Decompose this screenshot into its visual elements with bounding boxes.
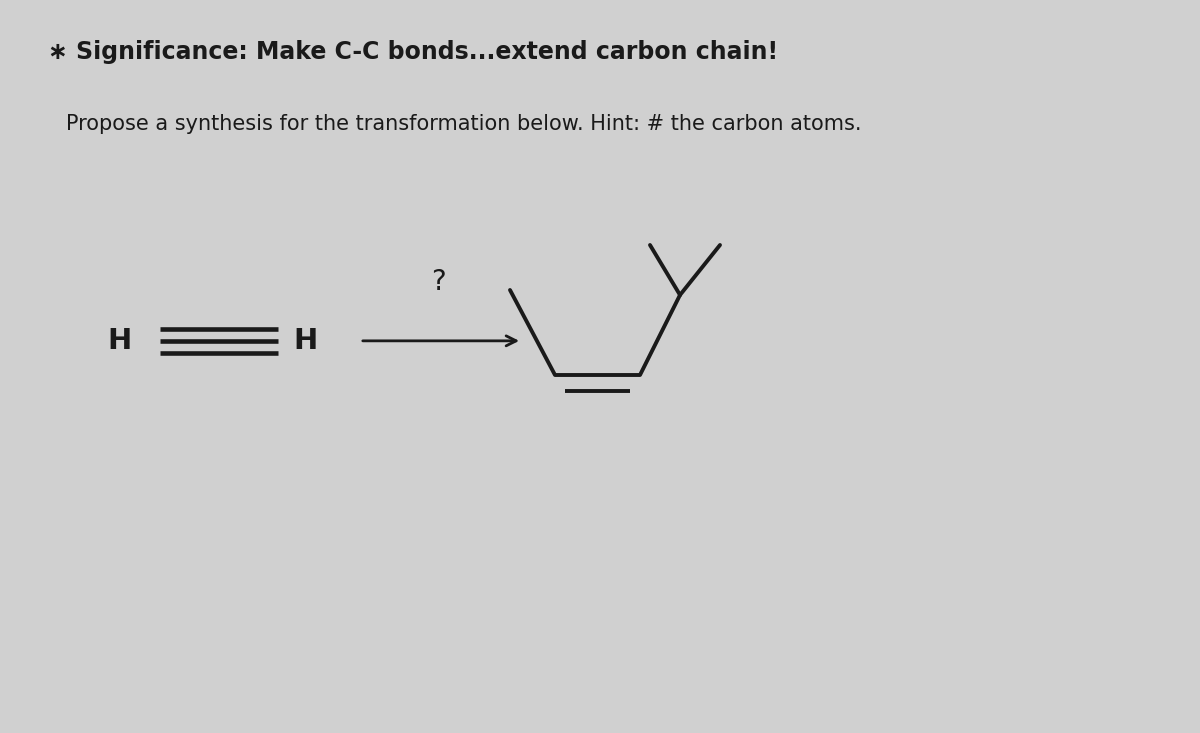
Text: ∗ Significance: Make C-C bonds...extend carbon chain!: ∗ Significance: Make C-C bonds...extend … <box>48 40 778 65</box>
Text: H: H <box>294 327 318 355</box>
Text: H: H <box>108 327 132 355</box>
Text: ?: ? <box>431 268 445 296</box>
Text: Propose a synthesis for the transformation below. Hint: # the carbon atoms.: Propose a synthesis for the transformati… <box>66 114 862 133</box>
